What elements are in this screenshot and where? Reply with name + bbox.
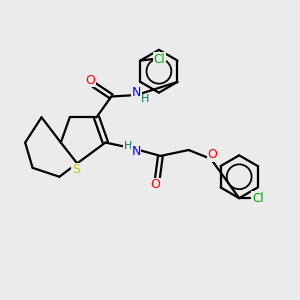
Text: Cl: Cl bbox=[153, 52, 165, 66]
Text: O: O bbox=[208, 148, 218, 161]
Text: N: N bbox=[132, 86, 141, 99]
Text: O: O bbox=[150, 178, 160, 191]
Text: Cl: Cl bbox=[252, 192, 264, 205]
Text: S: S bbox=[72, 164, 80, 176]
Text: H: H bbox=[141, 94, 149, 104]
Text: H: H bbox=[124, 140, 133, 151]
Text: O: O bbox=[85, 74, 95, 87]
Text: N: N bbox=[131, 145, 141, 158]
